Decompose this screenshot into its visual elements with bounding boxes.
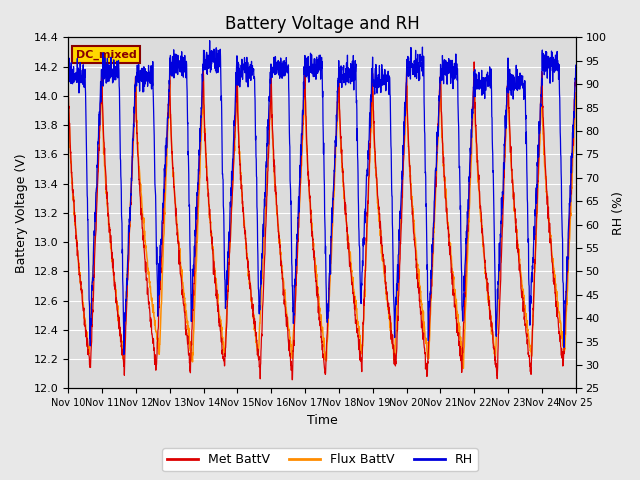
X-axis label: Time: Time <box>307 414 337 427</box>
Title: Battery Voltage and RH: Battery Voltage and RH <box>225 15 419 33</box>
Legend: Met BattV, Flux BattV, RH: Met BattV, Flux BattV, RH <box>162 448 478 471</box>
Y-axis label: RH (%): RH (%) <box>612 191 625 235</box>
Text: DC_mixed: DC_mixed <box>76 49 136 60</box>
Y-axis label: Battery Voltage (V): Battery Voltage (V) <box>15 153 28 273</box>
